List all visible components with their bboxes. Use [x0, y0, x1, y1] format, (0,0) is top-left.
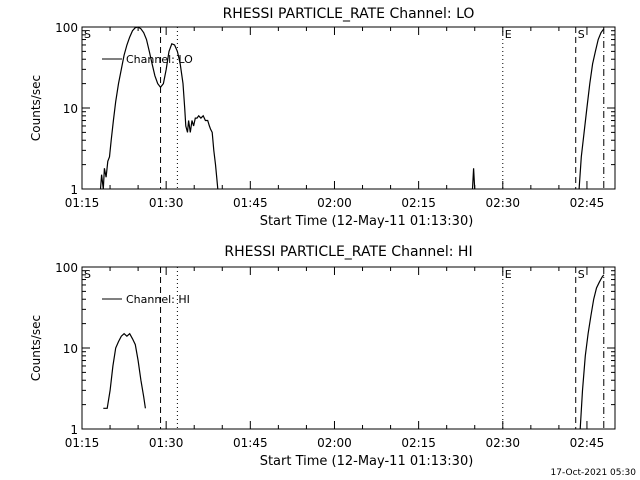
- x-tick-label: 01:15: [65, 436, 100, 450]
- y-axis-label: Counts/sec: [29, 315, 43, 381]
- event-marker-label: S: [578, 268, 585, 281]
- y-tick-label: 100: [55, 21, 78, 35]
- y-axis-label: Counts/sec: [29, 75, 43, 141]
- event-marker-label: E: [505, 268, 512, 281]
- chart-title: RHESSI PARTICLE_RATE Channel: LO: [223, 6, 475, 22]
- event-marker-label: S: [578, 28, 585, 41]
- y-tick-label: 1: [70, 183, 78, 197]
- x-tick-label: 02:30: [485, 196, 520, 210]
- plot-frame: [81, 266, 616, 430]
- legend-label: Channel: LO: [126, 53, 193, 66]
- event-marker-label: S: [84, 268, 91, 281]
- event-marker-label: E: [505, 28, 512, 41]
- data-series-line: [578, 28, 605, 190]
- hi-channel-chart: RHESSI PARTICLE_RATE Channel: HI 1 10 100 01…: [29, 244, 616, 469]
- x-tick-label: 01:45: [233, 196, 268, 210]
- y-tick-label: 1: [70, 423, 78, 437]
- x-tick-label: 02:45: [570, 196, 605, 210]
- legend-label: Channel: HI: [126, 293, 190, 306]
- x-tick-label: 01:15: [65, 196, 100, 210]
- y-tick-label: 10: [63, 102, 78, 116]
- event-marker-label: S: [84, 28, 91, 41]
- x-tick-label: 02:30: [485, 436, 520, 450]
- y-tick-label: 10: [63, 342, 78, 356]
- x-axis-label: Start Time (12-May-11 01:13:30): [260, 214, 474, 229]
- data-series-line: [99, 26, 219, 190]
- x-axis-label: Start Time (12-May-11 01:13:30): [260, 454, 474, 469]
- x-tick-label: 01:30: [149, 196, 184, 210]
- x-tick-label: 02:00: [317, 436, 352, 450]
- x-tick-label: 01:30: [149, 436, 184, 450]
- data-series-line: [471, 168, 476, 190]
- data-series-line: [103, 332, 146, 409]
- x-tick-label: 02:15: [401, 196, 436, 210]
- x-tick-label: 02:15: [401, 436, 436, 450]
- x-tick-label: 02:45: [570, 436, 605, 450]
- plot-frame: [81, 26, 616, 190]
- x-tick-label: 01:45: [233, 436, 268, 450]
- chart-title: RHESSI PARTICLE_RATE Channel: HI: [224, 244, 472, 260]
- x-tick-label: 02:00: [317, 196, 352, 210]
- footer-timestamp: 17-Oct-2021 05:30: [550, 468, 636, 478]
- data-series-line: [579, 274, 605, 430]
- y-tick-label: 100: [55, 261, 78, 275]
- lo-channel-chart: RHESSI PARTICLE_RATE Channel: LO 1 10 100 01…: [29, 6, 616, 229]
